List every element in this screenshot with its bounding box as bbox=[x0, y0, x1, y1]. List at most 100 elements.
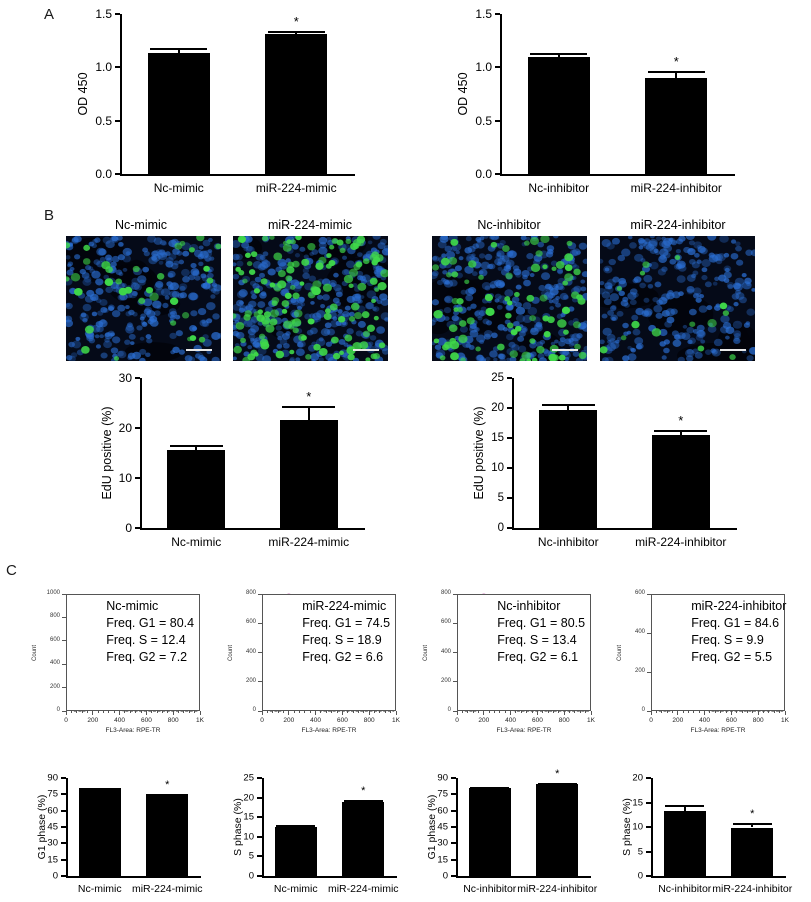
x-axis bbox=[651, 876, 786, 878]
significance-marker: * bbox=[293, 14, 299, 30]
y-tick bbox=[451, 842, 456, 845]
flow-x-axis-label: FL3-Area: RPE-TR bbox=[690, 727, 746, 734]
flow-y-tick-label: 400 bbox=[440, 648, 451, 655]
flow-y-tick bbox=[258, 593, 262, 595]
flow-x-minor-tick bbox=[552, 711, 554, 713]
y-tick-label: 20 bbox=[491, 402, 504, 414]
flow-stats-line: Freq. G2 = 5.5 bbox=[691, 650, 773, 664]
flow-x-minor-tick bbox=[113, 711, 115, 713]
y-tick bbox=[646, 826, 651, 828]
y-tick-label: 90 bbox=[47, 772, 58, 784]
flow-x-tick bbox=[536, 711, 538, 715]
category-label: miR-224-inhibitor bbox=[712, 883, 793, 895]
chart-od450-mimic: 0.0 0.5 1.0 1.5 OD 450 Nc-mimic * miR-224-mimic bbox=[76, 7, 355, 195]
y-tick-label: 10 bbox=[491, 462, 504, 474]
flow-y-tick-label: 200 bbox=[440, 677, 451, 684]
flow-x-tick-label: 1K bbox=[392, 717, 400, 724]
flow-x-minor-tick bbox=[736, 711, 738, 713]
error-stem bbox=[567, 403, 570, 411]
flow-y-tick bbox=[453, 681, 457, 683]
bar bbox=[265, 34, 328, 174]
flow-x-minor-tick bbox=[336, 711, 338, 713]
x-axis bbox=[66, 876, 201, 878]
y-tick-label: 15 bbox=[47, 854, 58, 866]
y-tick bbox=[115, 13, 120, 15]
y-tick bbox=[495, 119, 500, 122]
flow-y-tick bbox=[62, 593, 66, 595]
flow-x-minor-tick bbox=[504, 711, 506, 713]
y-tick-label: 15 bbox=[491, 432, 504, 444]
y-tick-label: 25 bbox=[243, 772, 254, 784]
flow-x-minor-tick bbox=[531, 711, 533, 713]
y-tick-label: 0 bbox=[248, 870, 254, 882]
error-cap bbox=[80, 787, 120, 790]
category-label: miR-224-mimic bbox=[131, 883, 203, 895]
y-tick-label: 15 bbox=[632, 797, 643, 808]
bar bbox=[663, 810, 706, 876]
error-stem bbox=[294, 825, 297, 828]
y-axis-label: OD 450 bbox=[456, 72, 470, 116]
error-bar bbox=[537, 783, 577, 786]
y-tick bbox=[451, 777, 456, 779]
flow-x-minor-tick bbox=[325, 711, 327, 713]
flow-x-minor-tick bbox=[108, 711, 110, 713]
flow-x-minor-tick bbox=[277, 711, 279, 713]
flow-stats-line: Freq. S = 9.9 bbox=[691, 633, 764, 647]
error-bar bbox=[654, 429, 708, 435]
flow-x-minor-tick bbox=[161, 711, 163, 713]
y-tick-label: 15 bbox=[437, 854, 448, 866]
y-axis-label: EdU positive (%) bbox=[472, 406, 486, 500]
flow-x-minor-tick bbox=[472, 711, 474, 713]
flow-x-minor-tick bbox=[752, 711, 754, 713]
y-tick-label: 0 bbox=[497, 522, 504, 534]
micrograph-title-nc-mimic: Nc-mimic bbox=[114, 218, 168, 232]
flow-x-tick bbox=[341, 711, 343, 715]
category-label: Nc-mimic bbox=[273, 883, 318, 895]
flow-x-minor-tick bbox=[390, 711, 392, 713]
y-tick-label: 1.5 bbox=[475, 7, 492, 21]
flow-stats-line: Freq. G1 = 80.5 bbox=[497, 616, 586, 630]
y-tick-label: 45 bbox=[47, 821, 58, 833]
panel-letter-b: B bbox=[44, 207, 55, 224]
error-stem bbox=[557, 53, 560, 57]
flow-x-tick bbox=[199, 711, 201, 715]
error-stem bbox=[488, 787, 491, 789]
flow-x-minor-tick bbox=[746, 711, 748, 713]
flow-x-minor-tick bbox=[352, 711, 354, 713]
chart-edu-positive-mimic: 0 10 20 30 EdU positive (%) Nc-mimic * miR-224-… bbox=[100, 371, 365, 549]
flow-x-minor-tick bbox=[357, 711, 359, 713]
bar bbox=[342, 801, 385, 876]
error-bar bbox=[343, 800, 383, 803]
flow-x-minor-tick bbox=[167, 711, 169, 713]
y-tick bbox=[451, 875, 456, 877]
flow-x-minor-tick bbox=[379, 711, 381, 713]
y-tick bbox=[115, 119, 120, 122]
flow-x-tick-label: 0 bbox=[64, 717, 68, 724]
flow-stats-line: Freq. G1 = 80.4 bbox=[106, 616, 195, 630]
y-tick bbox=[257, 835, 262, 838]
y-tick bbox=[507, 497, 512, 499]
significance-marker: * bbox=[361, 785, 366, 798]
flow-y-tick-label: 200 bbox=[245, 677, 256, 684]
flow-x-tick-label: 0 bbox=[260, 717, 264, 724]
flow-x-minor-tick bbox=[124, 711, 126, 713]
y-tick-label: 90 bbox=[437, 772, 448, 784]
error-bar bbox=[530, 53, 588, 57]
category-label: Nc-mimic bbox=[153, 181, 204, 195]
flow-x-minor-tick bbox=[272, 711, 274, 713]
flow-plot-mir224-inhibitor: 0 200 400 600 0 200 400 600 800 1K Count FL3-Area: … bbox=[613, 580, 793, 745]
flow-x-tick-label: 400 bbox=[310, 717, 322, 724]
x-axis bbox=[120, 174, 355, 176]
flow-stats-text: miR-224-inhibitor Freq. G1 = 84.6 Freq. S … bbox=[691, 598, 786, 666]
y-tick-label: 0 bbox=[442, 870, 448, 882]
y-axis-label: G1 phase (%) bbox=[36, 794, 48, 860]
flow-y-tick-label: 600 bbox=[49, 636, 60, 643]
flow-x-minor-tick bbox=[547, 711, 549, 713]
error-bar bbox=[267, 31, 325, 35]
flow-stats-text: Nc-inhibitor Freq. G1 = 80.5 Freq. S = 13.… bbox=[497, 598, 585, 666]
flow-plot-area bbox=[262, 594, 396, 711]
error-bar bbox=[150, 48, 208, 54]
error-stem bbox=[751, 823, 754, 828]
flow-x-tick-label: 200 bbox=[283, 717, 295, 724]
significance-marker: * bbox=[678, 412, 684, 428]
